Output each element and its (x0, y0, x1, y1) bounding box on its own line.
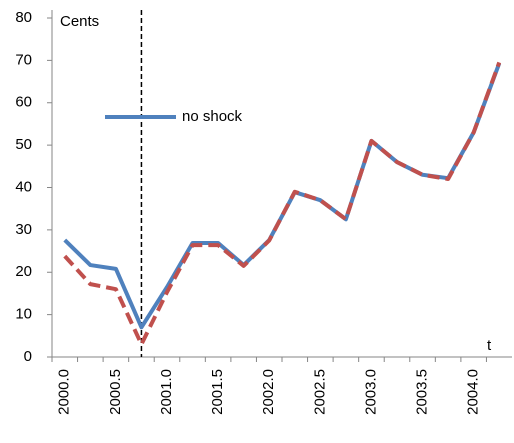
x-tick-label: 2004.0 (465, 369, 482, 415)
series-line (63, 61, 502, 347)
y-tick-label: 0 (24, 348, 32, 365)
x-tick-label: 2003.0 (362, 369, 379, 415)
y-tick-label: 80 (15, 9, 32, 26)
y-tick-label: 60 (15, 94, 32, 111)
y-tick-label: 10 (15, 306, 32, 323)
y-tick-label: 20 (15, 263, 32, 280)
x-tick-label: 2001.0 (158, 369, 175, 415)
x-tick-label: 2003.5 (414, 369, 431, 415)
x-tick-label: 2000.5 (107, 369, 124, 415)
series-line (63, 62, 502, 330)
y-tick-label: 30 (15, 221, 32, 238)
y-axis-label: Cents (60, 13, 99, 30)
x-tick-label: 2001.5 (209, 369, 226, 415)
y-tick-label: 40 (15, 178, 32, 195)
legend-label: no shock (182, 108, 243, 125)
x-tick-label: 2000.0 (56, 369, 73, 415)
y-tick-label: 50 (15, 136, 32, 153)
x-tick-label: 2002.5 (311, 369, 328, 415)
x-tick-label: 2002.0 (260, 369, 277, 415)
y-tick-label: 70 (15, 51, 32, 68)
x-axis-label: t (487, 337, 492, 354)
